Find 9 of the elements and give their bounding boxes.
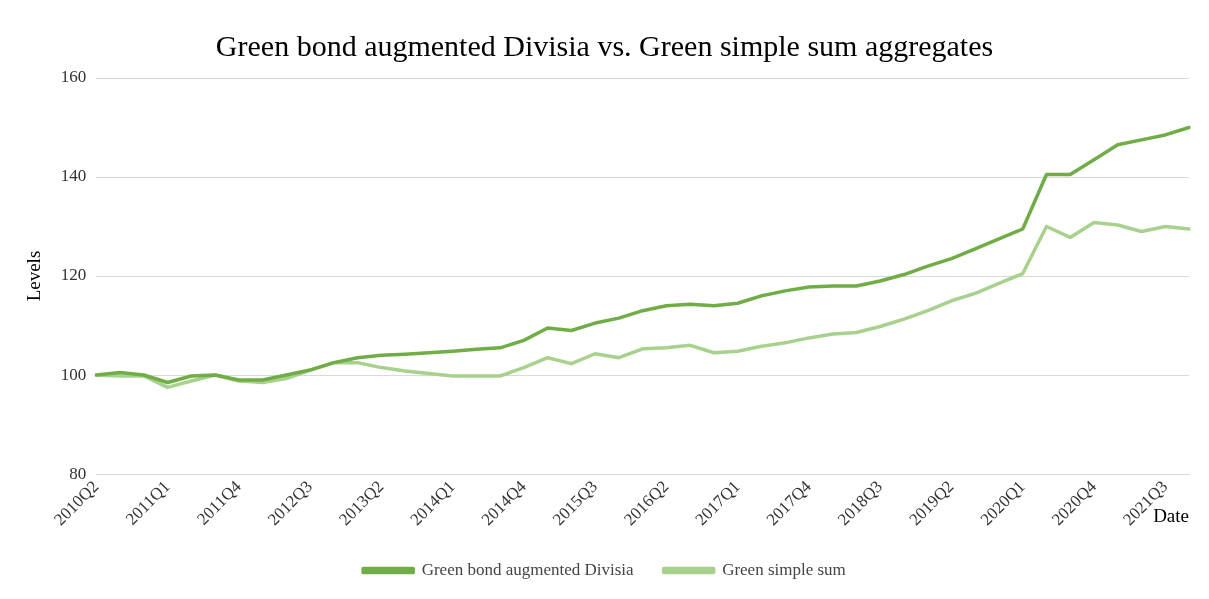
y-tick-label: 120 [60,265,87,285]
chart-title: Green bond augmented Divisia vs. Green simple sum aggregates [215,28,994,62]
legend-label: Green simple sum [722,559,846,579]
legend-label: Green bond augmented Divisia [421,559,635,579]
y-tick-label: 100 [60,364,87,384]
y-axis-title: Levels [23,250,45,302]
y-tick-label: 140 [60,166,87,186]
y-tick-label: 160 [60,67,87,87]
y-tick-label: 80 [69,463,87,483]
